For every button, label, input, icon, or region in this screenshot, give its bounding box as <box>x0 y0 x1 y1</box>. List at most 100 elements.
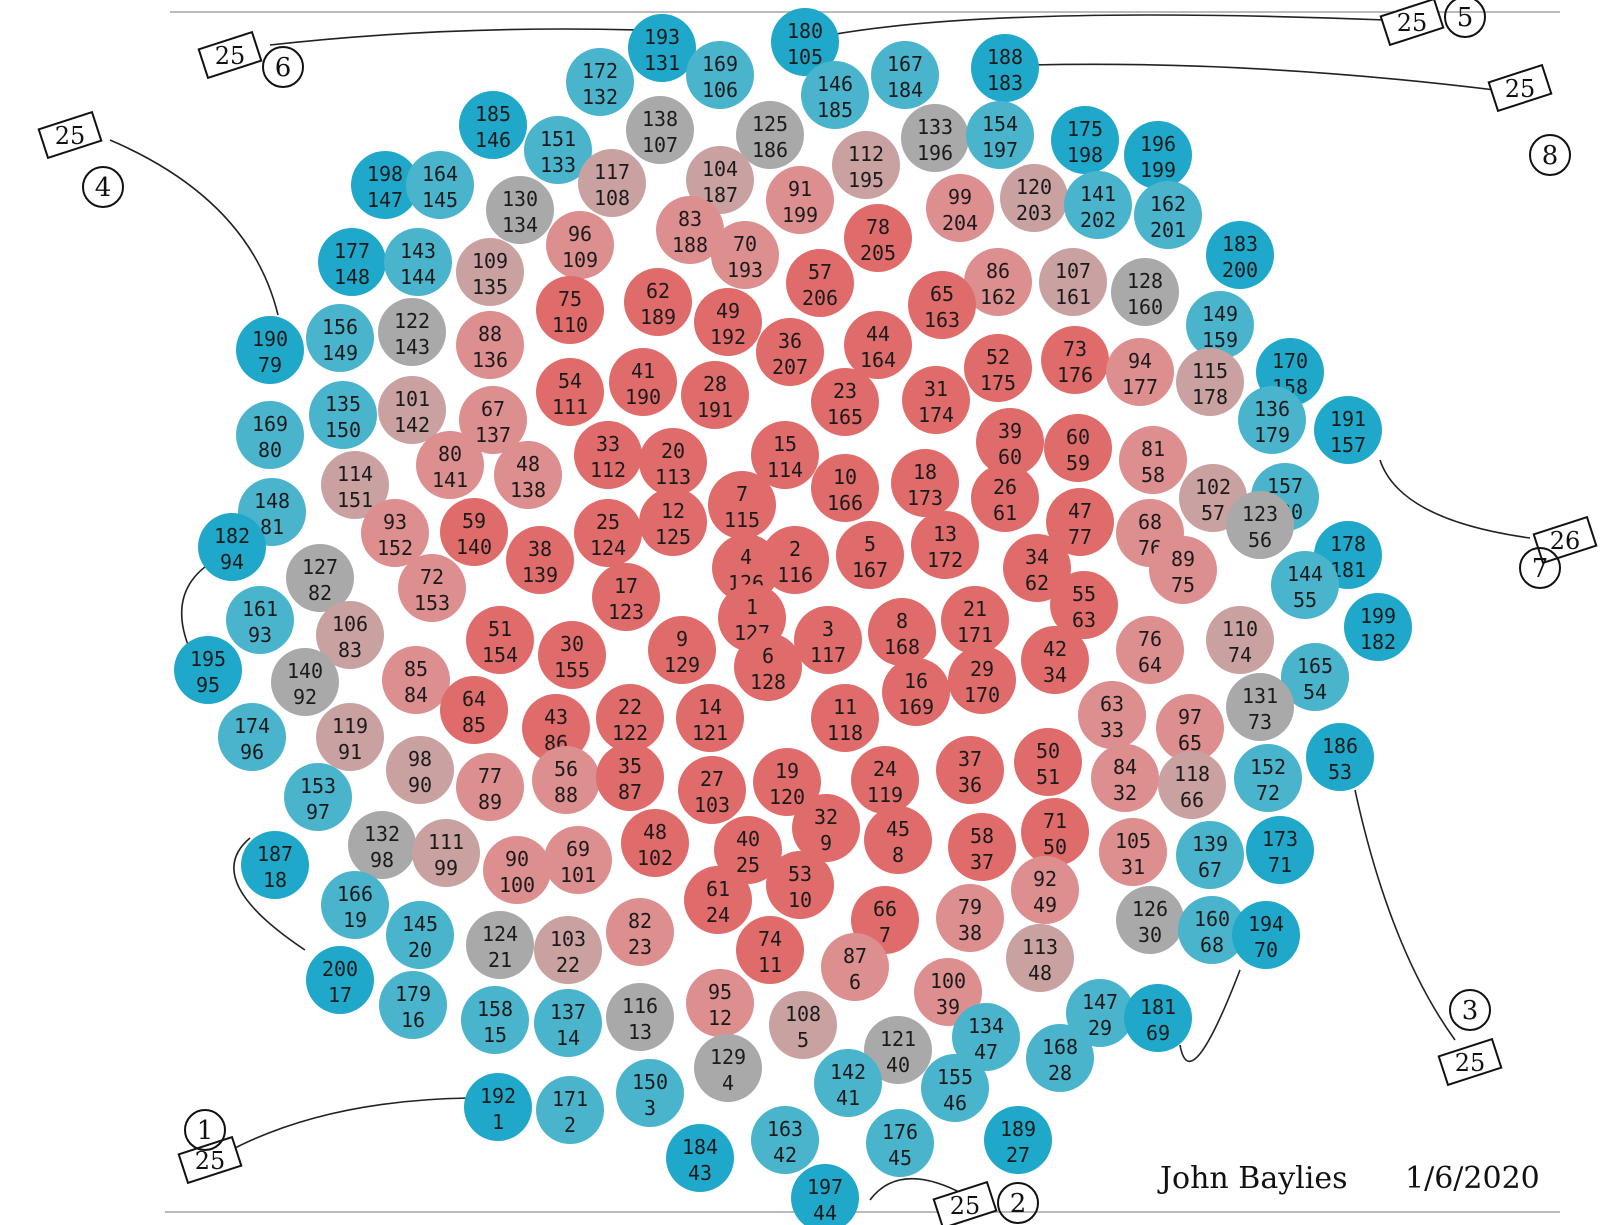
disc-top-number: 165 <box>1297 654 1333 678</box>
disc-top-number: 70 <box>733 232 757 256</box>
disc-circle <box>871 41 939 109</box>
disc-top-number: 126 <box>1132 897 1168 921</box>
disc-bottom-number: 97 <box>306 800 330 824</box>
connector-marker: 25 6 <box>197 30 304 88</box>
disc-top-number: 89 <box>1171 547 1195 571</box>
disc-bottom-number: 140 <box>456 535 492 559</box>
connector-marker: 267 <box>1519 515 1598 589</box>
connector-count: 25 <box>1397 9 1428 37</box>
disc-top-number: 16 <box>904 669 928 693</box>
disc-bottom-number: 34 <box>1043 663 1067 687</box>
disc-circle <box>1000 164 1068 232</box>
disc-circle <box>1099 818 1167 886</box>
disc-bottom-number: 5 <box>797 1028 809 1052</box>
disc-circle <box>1041 326 1109 394</box>
disc-bottom-number: 186 <box>752 138 788 162</box>
disc-grid: 1931311801051721321691061671841881831851… <box>174 8 1412 1225</box>
disc-top-number: 141 <box>1080 182 1116 206</box>
disc-top-number: 116 <box>622 994 658 1018</box>
disc-bottom-number: 4 <box>722 1071 734 1095</box>
disc-circle <box>914 958 982 1026</box>
disc-top-number: 138 <box>642 107 678 131</box>
disc-circle <box>440 676 508 744</box>
disc-circle <box>936 884 1004 952</box>
disc-bottom-number: 142 <box>394 413 430 437</box>
disc-circle <box>198 513 266 581</box>
disc-bottom-number: 93 <box>248 623 272 647</box>
disc-top-number: 114 <box>337 462 373 486</box>
disc-top-number: 172 <box>582 59 618 83</box>
disc-bottom-number: 200 <box>1222 258 1258 282</box>
disc-circle <box>766 851 834 919</box>
disc-top-number: 106 <box>332 612 368 636</box>
disc-circle <box>506 526 574 594</box>
disc-top-number: 75 <box>558 287 582 311</box>
disc-bottom-number: 119 <box>867 783 903 807</box>
disc-circle <box>868 598 936 666</box>
disc-bottom-number: 177 <box>1122 375 1158 399</box>
disc-top-number: 142 <box>830 1060 866 1084</box>
disc-top-number: 125 <box>752 112 788 136</box>
disc-top-number: 182 <box>214 524 250 548</box>
disc-bottom-number: 206 <box>802 286 838 310</box>
disc-circle <box>686 969 754 1037</box>
disc-circle <box>544 826 612 894</box>
disc-bottom-number: 122 <box>612 721 648 745</box>
disc-circle <box>1051 106 1119 174</box>
disc-circle <box>801 61 869 129</box>
disc-bottom-number: 56 <box>1248 528 1272 552</box>
connector-number: 5 <box>1457 3 1474 33</box>
disc-circle <box>866 1109 934 1177</box>
disc-bottom-number: 19 <box>343 908 367 932</box>
disc-circle <box>459 386 527 454</box>
disc-circle <box>926 174 994 242</box>
disc-circle <box>226 586 294 654</box>
disc-top-number: 52 <box>986 345 1010 369</box>
disc-bottom-number: 85 <box>462 713 486 737</box>
disc-circle <box>378 376 446 444</box>
disc-top-number: 118 <box>1174 762 1210 786</box>
connector-tag-box <box>177 1135 243 1185</box>
disc-top-number: 15 <box>773 432 797 456</box>
disc-circle <box>891 449 959 517</box>
disc-bottom-number: 166 <box>827 491 863 515</box>
disc-top-number: 38 <box>528 537 552 561</box>
disc-bottom-number: 91 <box>338 740 362 764</box>
disc-bottom-number: 61 <box>993 501 1017 525</box>
disc-bottom-number: 109 <box>562 248 598 272</box>
disc-circle <box>271 648 339 716</box>
disc-bottom-number: 46 <box>943 1091 967 1115</box>
disc-top-number: 193 <box>644 25 680 49</box>
disc-circle <box>1006 924 1074 992</box>
disc-circle <box>1234 744 1302 812</box>
disc-top-number: 39 <box>998 419 1022 443</box>
connector-count: 26 <box>1550 527 1581 555</box>
disc-bottom-number: 2 <box>564 1113 576 1137</box>
